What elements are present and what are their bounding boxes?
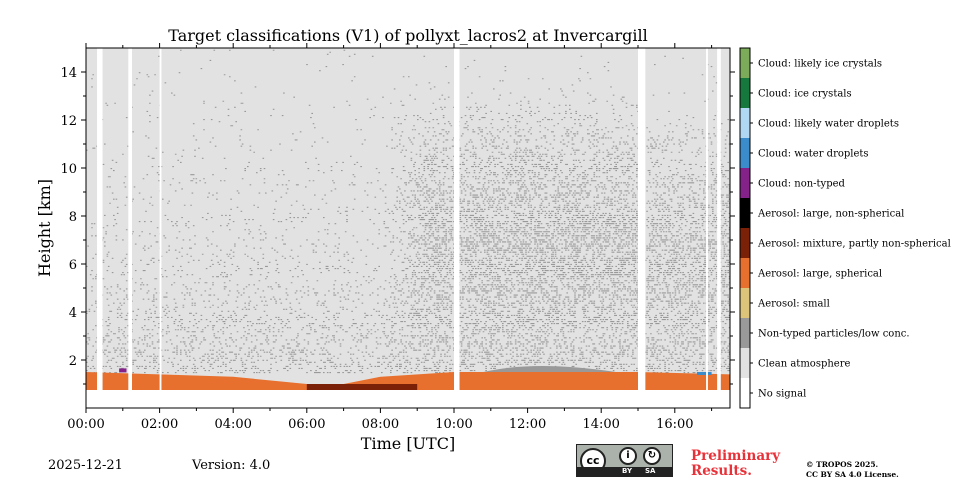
cc-by-label: BY	[622, 467, 633, 475]
cloud-water-patch	[696, 372, 712, 375]
cloud-non-typed-patch	[119, 368, 127, 373]
y-tick-label: 10	[60, 162, 77, 177]
colorbar-label: Aerosol: large, non-spherical	[757, 209, 904, 220]
colorbar-swatch	[740, 48, 750, 78]
x-tick-label: 00:00	[67, 417, 104, 432]
colorbar-label: Aerosol: small	[757, 299, 830, 310]
non-typed-band	[483, 366, 616, 372]
colorbar-label: No signal	[758, 389, 806, 400]
colorbar-swatch	[740, 288, 750, 318]
plot-frame	[85, 47, 731, 409]
x-tick-label: 10:00	[435, 417, 472, 432]
data-gap-2	[159, 48, 162, 408]
colorbar-label: Aerosol: large, spherical	[757, 269, 882, 280]
y-axis-label: Height [km]	[35, 179, 54, 277]
x-axis: 00:00 02:00 04:00 06:00 08:00 10:00 12:00 14:00…	[67, 43, 713, 432]
data-gap-0	[97, 48, 103, 408]
cc-label-bar	[577, 467, 672, 476]
cc-by-icon: i	[619, 447, 637, 465]
y-tick-label: 8	[69, 210, 77, 225]
y-tick-label: 4	[69, 306, 77, 321]
colorbar-swatch	[740, 318, 750, 348]
colorbar-label: Cloud: likely water droplets	[758, 119, 899, 130]
x-tick-label: 08:00	[362, 417, 399, 432]
footer-date: 2025-12-21	[48, 458, 123, 473]
data-gap-6	[717, 48, 721, 408]
cc-sa-icon: ↻	[643, 447, 661, 465]
x-tick-label: 16:00	[656, 417, 693, 432]
cc-license-badge: cc i ↻ BY SA	[576, 444, 673, 477]
colorbar-swatch	[740, 138, 750, 168]
preliminary-line-1: Preliminary	[691, 448, 781, 464]
y-tick-label: 2	[69, 354, 77, 369]
colorbar-swatch	[740, 198, 750, 228]
data-gap-3	[454, 48, 460, 408]
aerosol-mixture-strip	[306, 384, 418, 390]
preliminary-line-2: Results.	[691, 463, 752, 479]
data-gap-5	[706, 48, 708, 408]
colorbar-swatch	[740, 108, 750, 138]
y-tick-label: 14	[60, 66, 77, 81]
colorbar-label: Clean atmosphere	[758, 359, 851, 370]
colorbar-legend: No signal Clean atmosphere Non-typed parti…	[739, 47, 951, 409]
copyright-line-2: CC BY SA 4.0 License.	[806, 470, 899, 479]
data-gap-1	[128, 48, 132, 408]
x-tick-label: 06:00	[288, 417, 325, 432]
no-signal-surface	[86, 390, 730, 408]
x-tick-label: 04:00	[214, 417, 251, 432]
x-tick-label: 02:00	[141, 417, 178, 432]
colorbar-frame	[739, 47, 751, 409]
colorbar-swatch	[740, 78, 750, 108]
aerosol-large-spherical-layer	[86, 372, 730, 390]
x-tick-label: 14:00	[582, 417, 619, 432]
colorbar-label: Cloud: water droplets	[758, 149, 869, 160]
colorbar-label: Cloud: ice crystals	[758, 89, 852, 100]
chart-title: Target classifications (V1) of pollyxt_l…	[168, 26, 647, 45]
plot-area	[86, 48, 731, 408]
colorbar-label: Cloud: non-typed	[758, 179, 846, 190]
cc-sa-label: SA	[645, 467, 656, 475]
colorbar-swatch	[740, 168, 750, 198]
copyright-line-1: © TROPOS 2025.	[806, 460, 879, 469]
y-axis: 2 4 6 8 10 12 14	[60, 66, 735, 385]
preliminary-results: Preliminary Results.	[691, 449, 780, 479]
colorbar-swatch	[740, 348, 750, 378]
colorbar-swatch	[740, 228, 750, 258]
colorbar-label: Cloud: likely ice crystals	[758, 59, 882, 70]
colorbar-label: Aerosol: mixture, partly non-spherical	[757, 239, 951, 250]
y-tick-label: 6	[69, 258, 77, 273]
colorbar-label: Non-typed particles/low conc.	[758, 329, 910, 340]
colorbar-swatch	[740, 258, 750, 288]
x-tick-label: 12:00	[509, 417, 546, 432]
footer-version: Version: 4.0	[192, 458, 271, 473]
copyright-notice: © TROPOS 2025. CC BY SA 4.0 License.	[806, 460, 899, 480]
y-tick-label: 12	[60, 114, 77, 129]
data-gap-4	[638, 48, 646, 408]
colorbar-swatch	[740, 378, 750, 408]
x-axis-label: Time [UTC]	[361, 434, 455, 453]
